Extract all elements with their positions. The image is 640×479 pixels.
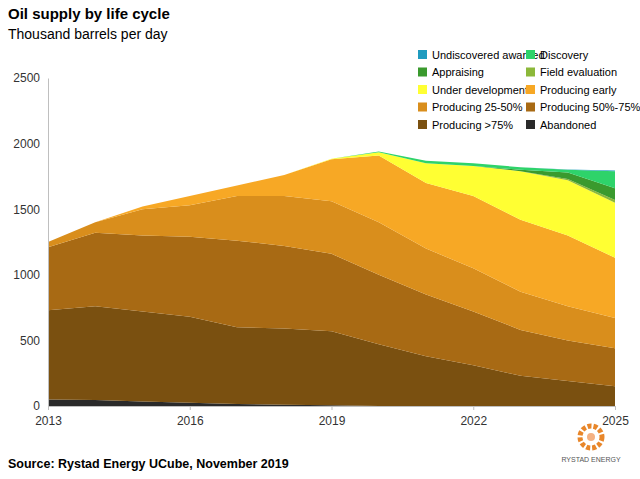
y-tick-label: 1000 — [13, 268, 40, 282]
y-tick: 2000 — [13, 137, 48, 151]
x-tick-label: 2013 — [35, 414, 62, 428]
x-tick: 2016 — [177, 406, 204, 428]
legend-label: Producing 50%-75% — [540, 101, 640, 113]
legend-label: Under development — [432, 84, 528, 96]
logo-ring — [580, 426, 602, 448]
legend-swatch — [526, 50, 535, 59]
x-tick-mark — [615, 406, 616, 410]
legend-label: Producing 25-50% — [432, 101, 523, 113]
subtitle: Thousand barrels per day — [8, 26, 168, 42]
legend-item: Appraising — [418, 66, 484, 78]
legend-swatch — [526, 103, 535, 112]
areas — [48, 151, 615, 406]
y-tick: 1500 — [13, 203, 48, 217]
y-tick: 2500 — [13, 71, 48, 85]
legend-item: Producing early — [526, 84, 617, 96]
y-axis-line — [48, 79, 49, 407]
area — [48, 152, 615, 242]
logo-core — [587, 433, 595, 441]
chart-svg: Oil supply by life cycle Thousand barrels… — [0, 0, 640, 479]
legend-swatch — [418, 85, 427, 94]
source: Source: Rystad Energy UCube, November 20… — [8, 457, 289, 471]
legend-item: Producing >75% — [418, 119, 513, 131]
y-tick: 500 — [20, 334, 48, 348]
legend-item: Undiscovered awarded — [418, 49, 545, 61]
y-tick-label: 2000 — [13, 137, 40, 151]
legend-label: Field evaluation — [540, 66, 617, 78]
area — [48, 152, 615, 258]
area — [48, 151, 615, 242]
x-tick-mark — [48, 406, 49, 410]
legend-item: Producing 50%-75% — [526, 101, 640, 113]
y-tick-label: 2500 — [13, 71, 40, 85]
chart-container: Oil supply by life cycle Thousand barrels… — [0, 0, 640, 479]
x-tick: 2022 — [460, 406, 487, 428]
y-axis: 0 500 1000 1500 2000 2500 — [13, 71, 48, 413]
y-tick-label: 0 — [33, 399, 40, 413]
legend-swatch — [418, 120, 427, 129]
legend-swatch — [418, 50, 427, 59]
y-tick: 0 — [33, 399, 48, 413]
legend-label: Producing early — [540, 84, 617, 96]
legend-item: Field evaluation — [526, 66, 617, 78]
x-axis: 2013 2016 2019 2022 2025 — [35, 406, 629, 428]
legend: Undiscovered awardedDiscovery Appraising F… — [418, 49, 640, 131]
plot: 2013 2016 2019 2022 2025 0 500 1000 1500 2000 2500 — [13, 71, 629, 427]
legend-item: Abandoned — [526, 119, 596, 131]
legend-swatch — [526, 120, 535, 129]
legend-swatch — [418, 103, 427, 112]
x-tick-label: 2016 — [177, 414, 204, 428]
legend-label: Abandoned — [540, 119, 596, 131]
legend-item: Discovery — [526, 49, 589, 61]
legend-label: Undiscovered awarded — [432, 49, 545, 61]
legend-swatch — [526, 85, 535, 94]
legend-item: Under development — [418, 84, 528, 96]
y-tick-label: 500 — [20, 334, 40, 348]
x-tick-mark — [473, 406, 474, 410]
logo: RYSTAD ENERGY — [561, 426, 621, 463]
legend-item: Producing 25-50% — [418, 101, 523, 113]
legend-swatch — [526, 68, 535, 77]
title: Oil supply by life cycle — [8, 5, 170, 22]
x-tick-label: 2022 — [460, 414, 487, 428]
x-tick: 2025 — [602, 406, 629, 428]
x-tick-label: 2019 — [319, 414, 346, 428]
x-tick-label: 2025 — [602, 414, 629, 428]
legend-swatch — [418, 68, 427, 77]
x-tick-mark — [190, 406, 191, 410]
logo-text: RYSTAD ENERGY — [561, 456, 621, 463]
legend-label: Producing >75% — [432, 119, 513, 131]
legend-label: Discovery — [540, 49, 589, 61]
x-tick-mark — [332, 406, 333, 410]
y-tick: 1000 — [13, 268, 48, 282]
y-tick-label: 1500 — [13, 203, 40, 217]
legend-label: Appraising — [432, 66, 484, 78]
area — [48, 152, 615, 242]
x-tick: 2019 — [319, 406, 346, 428]
area — [48, 151, 615, 242]
